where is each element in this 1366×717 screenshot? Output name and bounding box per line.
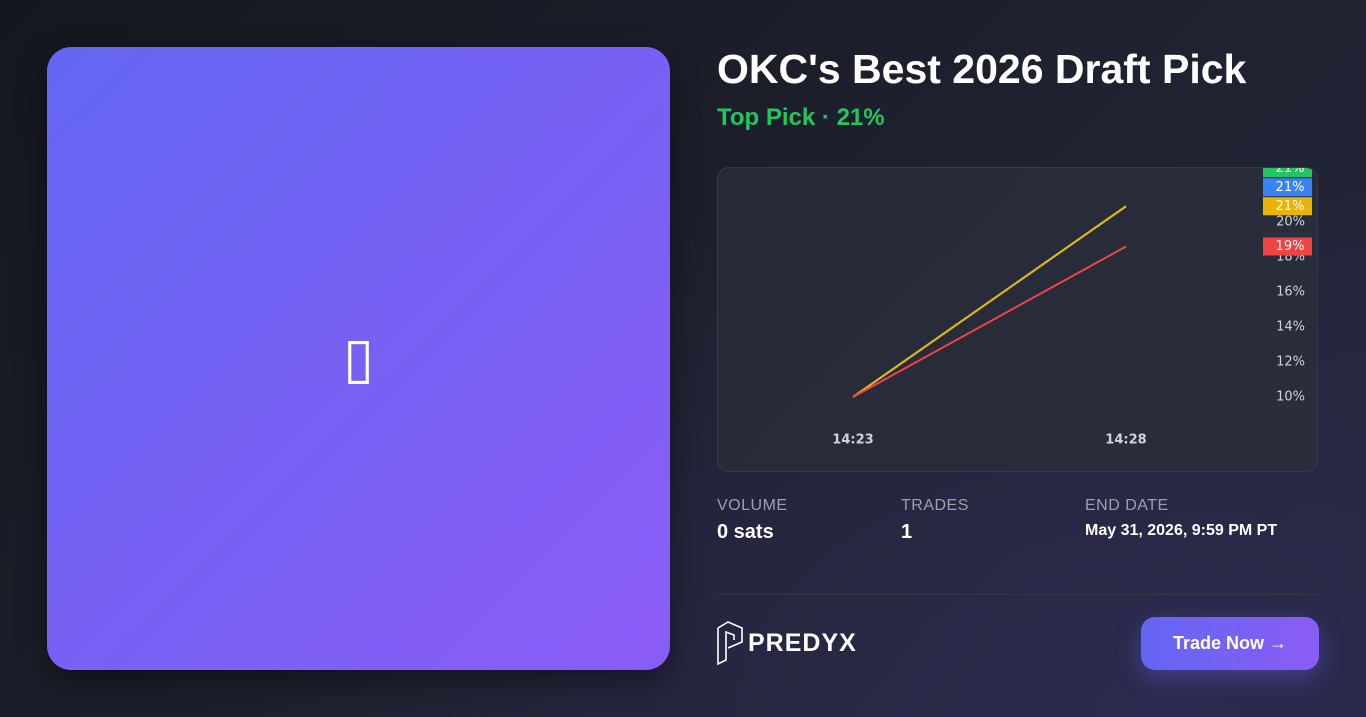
x-tick-label: 14:23 <box>832 433 873 448</box>
divider <box>717 594 1320 595</box>
stat-value: 1 <box>901 521 913 543</box>
value-label-box <box>1263 237 1312 256</box>
stat-value: 0 sats <box>717 521 774 543</box>
value-label: 19% <box>1263 237 1312 256</box>
line <box>852 205 1127 398</box>
trade-button[interactable]: Trade Now → <box>1141 617 1319 670</box>
value-label: 21% <box>1263 167 1312 178</box>
y-tick-label: 20% <box>1276 215 1305 230</box>
y-tick-label: 14% <box>1276 320 1305 335</box>
image-icon: ▯ <box>343 326 374 391</box>
y-tick-label: 12% <box>1276 355 1305 370</box>
value-label-box <box>1263 197 1312 216</box>
stat-value: May 31, 2026, 9:59 PM PT <box>1085 522 1278 539</box>
value-label-box <box>1263 178 1312 197</box>
market-image: ▯ <box>47 47 670 670</box>
stat-label: END DATE <box>1085 497 1169 514</box>
value-label-text: 21% <box>1276 199 1305 214</box>
brand-name: PREDYX <box>748 628 857 657</box>
stat-label: VOLUME <box>717 497 788 514</box>
chart-card: 10% 12% 14% 16% 18% 20% 14:23 14:28 19% 21% 21% 21% <box>717 167 1318 472</box>
value-label: 21% <box>1263 197 1312 216</box>
y-tick-label: 10% <box>1276 390 1305 405</box>
value-label-box <box>1263 168 1312 178</box>
brand-icon <box>717 621 743 666</box>
y-tick-label: 16% <box>1276 285 1305 300</box>
title: OKC's Best 2026 Draft Pick <box>717 46 1247 92</box>
x-tick-label: 14:28 <box>1105 433 1146 448</box>
brand-logo: PREDYX <box>716 620 857 666</box>
stat-label: TRADES <box>901 497 969 514</box>
line <box>852 245 1127 398</box>
value-label-text: 21% <box>1276 180 1305 195</box>
value-label-text: 19% <box>1276 239 1305 254</box>
subtitle: Top Pick · 21% <box>717 104 885 131</box>
value-label: 21% <box>1263 178 1312 197</box>
value-label-text: 21% <box>1276 167 1305 176</box>
